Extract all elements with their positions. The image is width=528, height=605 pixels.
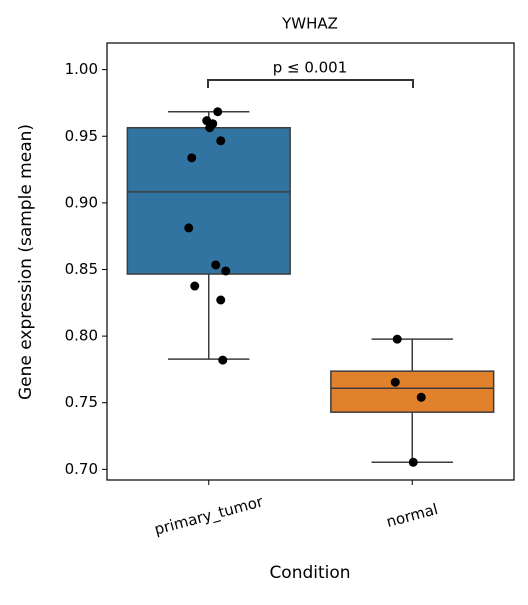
data-point: [408, 457, 418, 467]
data-point: [392, 334, 402, 344]
data-point: [187, 153, 197, 163]
y-tick-label: 0.75: [65, 393, 98, 411]
annotation: p ≤ 0.001: [273, 59, 348, 77]
plot-frame: [106, 42, 515, 481]
data-point: [216, 295, 226, 305]
data-point: [221, 266, 231, 276]
x-tick-label: normal: [384, 500, 439, 531]
data-point: [211, 260, 221, 270]
significance-bracket: [207, 79, 414, 88]
box: [330, 370, 495, 413]
y-tick-label: 0.80: [65, 327, 98, 345]
x-tick-label: primary_tumor: [152, 492, 265, 539]
y-tick-label: 0.95: [65, 127, 98, 145]
data-point: [390, 377, 400, 387]
y-axis-label: Gene expression (sample mean): [16, 124, 36, 400]
data-point: [218, 355, 228, 365]
y-tick-label: 1.00: [65, 60, 98, 78]
y-tick-label: 0.90: [65, 193, 98, 211]
data-point: [190, 281, 200, 291]
chart-title: YWHAZ: [281, 15, 338, 33]
data-point: [216, 136, 226, 146]
data-point: [416, 392, 426, 402]
box: [126, 126, 291, 275]
data-point: [184, 223, 194, 233]
data-point: [213, 107, 223, 117]
x-axis-label: Condition: [269, 563, 350, 583]
y-tick-label: 0.85: [65, 260, 98, 278]
y-tick-label: 0.70: [65, 460, 98, 478]
data-point: [205, 123, 215, 133]
